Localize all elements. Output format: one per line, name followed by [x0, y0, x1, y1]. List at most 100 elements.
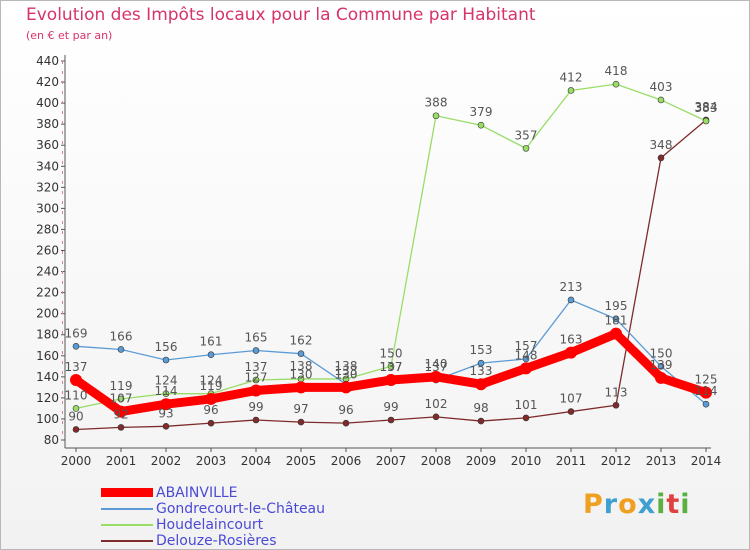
data-label-houdelaincourt: 137	[245, 360, 268, 374]
x-tick-label: 2011	[556, 454, 587, 468]
data-label-delouze-rosi-res: 96	[203, 403, 218, 417]
data-label-houdelaincourt: 138	[290, 359, 313, 373]
data-label-gondrecourt-le-ch-teau: 157	[515, 339, 538, 353]
data-label-gondrecourt-le-ch-teau: 195	[605, 299, 628, 313]
legend-swatch-delouze	[101, 540, 153, 542]
legend-label-abainville: ABAINVILLE	[156, 485, 238, 501]
data-label-delouze-rosi-res: 90	[68, 409, 83, 423]
x-tick-label: 2009	[466, 454, 497, 468]
y-axis-dash	[62, 211, 63, 214]
y-axis-dash	[62, 181, 63, 184]
y-axis-dash	[62, 141, 63, 144]
y-tick-label: 100	[36, 412, 59, 426]
logo-letter: o	[618, 489, 638, 520]
data-label-gondrecourt-le-ch-teau: 133	[335, 364, 358, 378]
data-point-gondrecourt-le-ch-teau	[612, 315, 620, 323]
data-label-delouze-rosi-res: 348	[650, 138, 673, 152]
data-point-delouze-rosi-res	[342, 419, 350, 427]
data-label-houdelaincourt: 124	[200, 374, 223, 388]
data-point-houdelaincourt	[612, 80, 620, 88]
data-label-abainville: 130	[335, 367, 358, 381]
proxiti-logo: Proxiti	[583, 489, 691, 520]
data-label-delouze-rosi-res: 99	[248, 400, 263, 414]
y-tick-label: 300	[36, 201, 59, 215]
data-point-abainville	[295, 381, 307, 394]
data-label-abainville: 140	[425, 357, 448, 371]
data-label-houdelaincourt: 119	[110, 379, 133, 393]
y-axis-dash	[62, 341, 63, 344]
data-label-delouze-rosi-res: 97	[293, 402, 308, 416]
data-point-gondrecourt-le-ch-teau	[117, 346, 125, 353]
y-axis-dash	[62, 321, 63, 324]
y-tick-label: 360	[36, 138, 59, 152]
data-label-abainville: 163	[560, 333, 583, 347]
logo-letter: P	[583, 489, 604, 520]
y-axis-dash	[62, 311, 63, 314]
data-point-gondrecourt-le-ch-teau	[702, 400, 710, 408]
y-tick-label: 200	[36, 307, 59, 321]
x-tick-label: 2007	[376, 454, 407, 468]
y-tick-label: 140	[36, 370, 59, 384]
data-label-houdelaincourt: 383	[695, 101, 718, 115]
data-label-delouze-rosi-res: 98	[473, 401, 488, 415]
y-axis-dash	[62, 411, 63, 414]
data-label-abainville: 119	[200, 379, 223, 393]
data-label-houdelaincourt: 412	[560, 70, 583, 84]
data-point-abainville	[250, 384, 262, 397]
data-label-abainville: 139	[650, 358, 673, 372]
legend-item-delouze: Delouze-Rosières	[101, 533, 421, 549]
data-point-gondrecourt-le-ch-teau	[252, 347, 260, 354]
data-point-delouze-rosi-res	[162, 423, 170, 430]
legend-label-gondrecourt: Gondrecourt-le-Château	[156, 501, 326, 517]
data-label-gondrecourt-le-ch-teau: 150	[650, 346, 673, 360]
y-axis-dash	[62, 371, 63, 374]
data-point-houdelaincourt	[387, 363, 395, 370]
y-tick-label: 320	[36, 180, 59, 194]
y-axis-dash	[62, 281, 63, 284]
data-point-delouze-rosi-res	[432, 413, 440, 421]
data-label-abainville: 114	[155, 384, 178, 398]
data-point-abainville	[565, 346, 577, 359]
y-tick-label: 340	[36, 159, 59, 173]
legend-label-houdelaincourt: Houdelaincourt	[156, 517, 264, 533]
y-tick-label: 260	[36, 244, 59, 258]
x-tick-label: 2006	[331, 454, 362, 468]
x-tick-label: 2010	[511, 454, 542, 468]
x-tick-label: 2003	[196, 454, 227, 468]
data-label-gondrecourt-le-ch-teau: 161	[200, 335, 223, 349]
data-label-gondrecourt-le-ch-teau: 137	[425, 360, 448, 374]
y-axis-dash	[62, 381, 63, 384]
data-point-delouze-rosi-res	[72, 426, 80, 433]
y-axis-dash	[62, 431, 63, 434]
data-point-gondrecourt-le-ch-teau	[567, 296, 575, 304]
data-point-delouze-rosi-res	[387, 416, 395, 424]
data-point-delouze-rosi-res	[117, 424, 125, 431]
y-tick-label: 180	[36, 328, 59, 342]
data-label-abainville: 130	[290, 367, 313, 381]
data-label-delouze-rosi-res: 384	[695, 100, 718, 114]
data-point-abainville	[700, 386, 712, 399]
y-axis-dash	[62, 221, 63, 224]
data-label-gondrecourt-le-ch-teau: 156	[155, 340, 178, 354]
x-tick-label: 2014	[691, 454, 722, 468]
data-point-delouze-rosi-res	[207, 419, 215, 427]
data-point-houdelaincourt	[252, 376, 260, 384]
y-axis-dash	[62, 111, 63, 114]
y-tick-label: 440	[36, 54, 59, 68]
data-point-houdelaincourt	[432, 112, 440, 120]
y-axis-dash	[62, 131, 63, 134]
y-tick-label: 80	[44, 433, 59, 447]
legend-item-houdelaincourt: Houdelaincourt	[101, 517, 421, 533]
data-label-delouze-rosi-res: 96	[338, 403, 353, 417]
data-label-houdelaincourt: 379	[470, 105, 493, 119]
x-tick-label: 2005	[286, 454, 317, 468]
data-point-delouze-rosi-res	[567, 408, 575, 415]
data-label-gondrecourt-le-ch-teau: 137	[380, 360, 403, 374]
data-point-abainville	[475, 378, 487, 391]
data-point-houdelaincourt	[657, 96, 665, 104]
data-point-abainville	[385, 373, 397, 386]
y-axis-dash	[62, 251, 63, 254]
legend-item-gondrecourt: Gondrecourt-le-Château	[101, 501, 421, 517]
data-label-gondrecourt-le-ch-teau: 213	[560, 280, 583, 294]
logo-letter: t	[666, 489, 681, 520]
